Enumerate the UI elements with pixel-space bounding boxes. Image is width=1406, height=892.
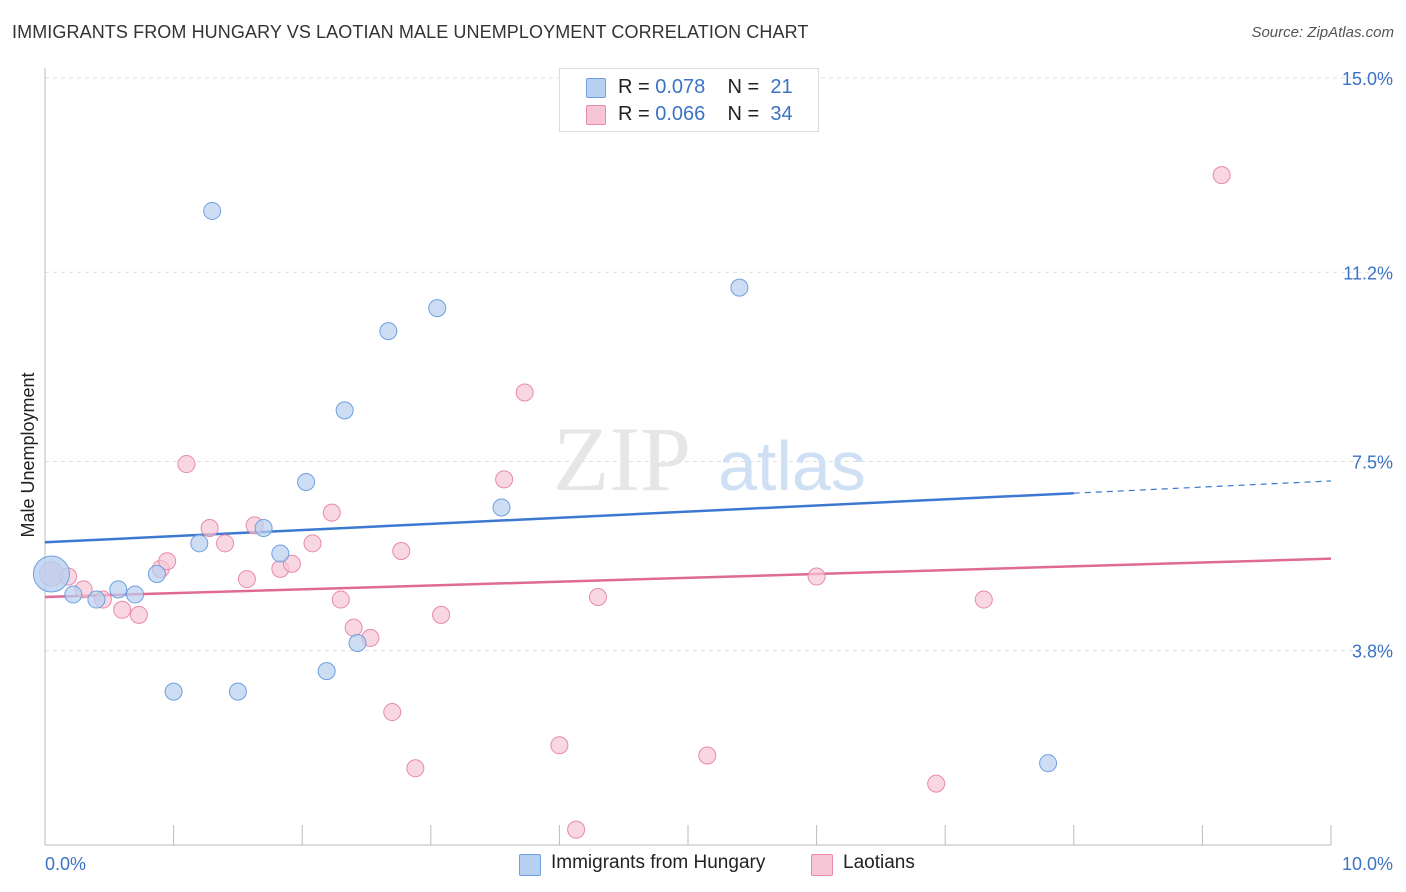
hungary-point [64, 585, 83, 604]
laotians-point [383, 703, 402, 722]
laotians-point [550, 736, 569, 755]
laotians-point [495, 470, 514, 489]
tick-labels: 3.8% 7.5% 11.2% 15.0% 0.0% 10.0% [45, 69, 1393, 874]
axes [44, 68, 1332, 846]
laotians-point [113, 600, 132, 619]
legend-label-laotians: Laotians [843, 852, 915, 873]
series-legend: Immigrants from Hungary Laotians [0, 852, 1406, 878]
trend-line [44, 491, 1074, 544]
n-label: N = [727, 103, 760, 125]
data-points [32, 166, 1231, 839]
x-tick-label: 10.0% [1342, 854, 1393, 874]
laotians-point [331, 590, 350, 609]
n-label: N = [727, 76, 760, 98]
laotians-point [216, 534, 235, 553]
hungary-point [297, 472, 316, 491]
laotians-point [344, 618, 363, 637]
laotians-point [927, 774, 946, 793]
hungary-point [147, 564, 166, 583]
stats-legend: R = 0.078 N = 21 R = 0.066 N = 34 [559, 68, 819, 132]
source-label: Source: ZipAtlas.com [1251, 24, 1394, 41]
watermark: ZIP atlas [553, 408, 866, 510]
laotians-point [282, 554, 301, 573]
hungary-point [228, 682, 247, 701]
laotians-point [237, 570, 256, 589]
laotians-point [807, 567, 826, 586]
legend-label-hungary: Immigrants from Hungary [551, 852, 766, 873]
laotians-point [698, 746, 717, 765]
y-axis-label: Male Unemployment [18, 372, 38, 537]
laotians-point [1212, 166, 1231, 185]
laotians-point [200, 518, 219, 537]
hungary-point [730, 278, 749, 297]
watermark-atlas: atlas [718, 427, 866, 505]
r-label: R = [618, 76, 650, 98]
laotians-point [158, 552, 177, 571]
laotians-point [432, 605, 451, 624]
laotians-point [303, 534, 322, 553]
r-value: 0.078 [655, 76, 706, 98]
grid-lines [45, 77, 1392, 652]
watermark-zip: ZIP [553, 408, 691, 510]
hungary-point [254, 518, 273, 537]
hungary-point [203, 201, 222, 220]
n-value: 21 [770, 76, 793, 98]
laotians-point [974, 590, 993, 609]
laotians-point [515, 383, 534, 402]
hungary-point [348, 634, 367, 653]
hungary-point [379, 322, 398, 341]
laotians-point [322, 503, 341, 522]
y-tick-label: 11.2% [1343, 263, 1393, 283]
legend-swatch-hungary [519, 854, 541, 876]
laotians-point [406, 759, 425, 778]
hungary-point [87, 590, 106, 609]
laotians-point [392, 541, 411, 560]
hungary-point [109, 580, 128, 599]
x-tick-label: 0.0% [45, 854, 86, 874]
y-tick-label: 3.8% [1352, 642, 1393, 662]
legend-swatch-laotians [811, 854, 833, 876]
hungary-point [271, 544, 290, 563]
hungary-point [428, 299, 447, 318]
hungary-point [126, 585, 145, 604]
r-value: 0.066 [655, 103, 706, 125]
hungary-point [1039, 754, 1058, 773]
hungary-point [335, 401, 354, 420]
y-tick-label: 7.5% [1352, 453, 1393, 473]
n-value: 34 [770, 103, 793, 125]
hungary-point [317, 662, 336, 681]
trend-line [44, 557, 1332, 599]
r-label: R = [618, 103, 650, 125]
laotians-point [567, 820, 586, 839]
hungary-point [164, 682, 183, 701]
laotians-point [588, 588, 607, 607]
laotians-point [177, 455, 196, 474]
hungary-point [32, 555, 70, 593]
trend-line-extension [1073, 480, 1332, 494]
chart-title: IMMIGRANTS FROM HUNGARY VS LAOTIAN MALE … [12, 22, 809, 42]
laotians-point [129, 605, 148, 624]
hungary-point [492, 498, 511, 517]
swatch-laotians [586, 105, 606, 125]
swatch-hungary [586, 78, 606, 98]
y-tick-label: 15.0% [1342, 69, 1393, 89]
hungary-point [190, 534, 209, 553]
trend-lines [44, 480, 1332, 599]
